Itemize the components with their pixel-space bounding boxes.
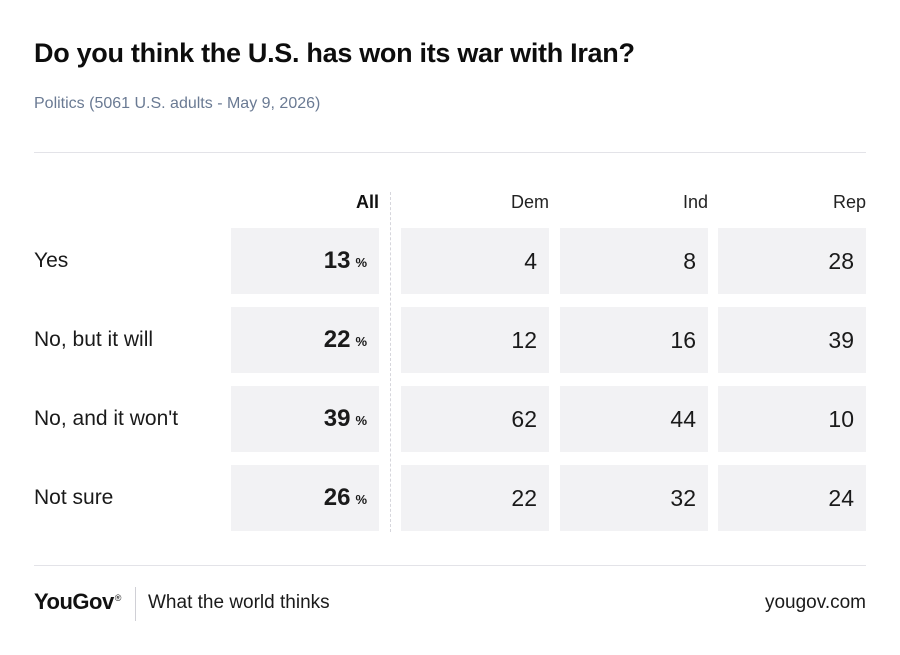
value-cell-ind: 44 bbox=[560, 386, 708, 452]
value-cell-dem: 4 bbox=[401, 228, 549, 294]
bottom-divider bbox=[34, 565, 866, 566]
value-cell-all: 13% bbox=[231, 228, 379, 294]
column-header-all: All bbox=[355, 192, 379, 212]
registered-mark: ® bbox=[114, 592, 122, 603]
value-number: 13 bbox=[323, 247, 351, 274]
footer-tagline: What the world thinks bbox=[148, 592, 330, 613]
value-cell-all: 39% bbox=[231, 386, 379, 452]
row-label: Yes bbox=[34, 249, 69, 272]
value-cell-rep: 28 bbox=[718, 228, 866, 294]
top-divider bbox=[34, 152, 866, 153]
logo-text: YouGov bbox=[34, 589, 114, 614]
value-cell-all: 22% bbox=[231, 307, 379, 373]
footer-url: yougov.com bbox=[764, 592, 866, 613]
value-cell-dem: 22 bbox=[401, 465, 549, 531]
value-number: 22 bbox=[511, 484, 537, 511]
value-cell-ind: 32 bbox=[560, 465, 708, 531]
column-header-ind: Ind bbox=[682, 192, 708, 212]
value-number: 16 bbox=[670, 326, 696, 353]
footer-separator bbox=[135, 587, 136, 621]
value-cell-all: 26% bbox=[231, 465, 379, 531]
value-number: 44 bbox=[670, 405, 696, 432]
value-number: 39 bbox=[828, 326, 854, 353]
value-number: 12 bbox=[511, 326, 537, 353]
value-cell-rep: 24 bbox=[718, 465, 866, 531]
value-number: 4 bbox=[524, 247, 537, 274]
row-label: No, but it will bbox=[34, 328, 154, 351]
value-number: 22 bbox=[323, 326, 351, 353]
row-label: No, and it won't bbox=[34, 407, 179, 430]
yougov-logo: YouGov® bbox=[34, 589, 121, 615]
chart-subtitle: Politics (5061 U.S. adults - May 9, 2026… bbox=[34, 95, 321, 112]
column-divider bbox=[390, 192, 391, 532]
percent-sign: % bbox=[355, 491, 367, 507]
value-cell-ind: 16 bbox=[560, 307, 708, 373]
percent-sign: % bbox=[355, 333, 367, 349]
percent-sign: % bbox=[355, 412, 367, 428]
value-number: 39 bbox=[323, 405, 351, 432]
value-number: 28 bbox=[828, 247, 854, 274]
value-number: 24 bbox=[828, 484, 854, 511]
value-cell-ind: 8 bbox=[560, 228, 708, 294]
value-number: 62 bbox=[511, 405, 537, 432]
column-header-rep: Rep bbox=[832, 192, 866, 212]
chart-title: Do you think the U.S. has won its war wi… bbox=[34, 38, 635, 68]
value-number: 26 bbox=[323, 484, 351, 511]
value-cell-dem: 12 bbox=[401, 307, 549, 373]
column-header-dem: Dem bbox=[510, 192, 549, 212]
value-number: 32 bbox=[670, 484, 696, 511]
value-number: 10 bbox=[828, 405, 854, 432]
value-cell-rep: 10 bbox=[718, 386, 866, 452]
value-number: 8 bbox=[683, 247, 696, 274]
value-cell-dem: 62 bbox=[401, 386, 549, 452]
value-cell-rep: 39 bbox=[718, 307, 866, 373]
percent-sign: % bbox=[355, 254, 367, 270]
row-label: Not sure bbox=[34, 486, 114, 509]
